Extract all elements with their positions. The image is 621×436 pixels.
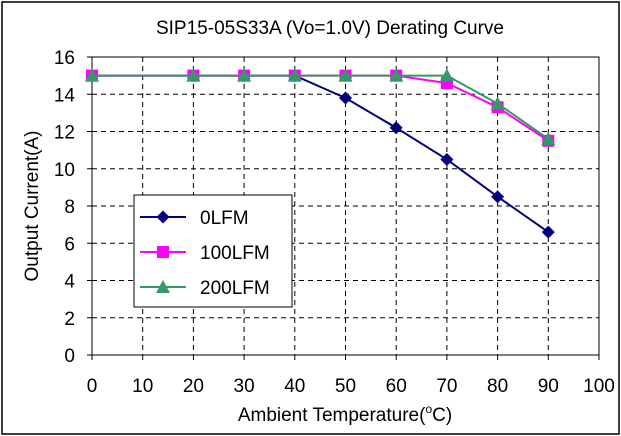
x-tick-label: 80 — [487, 376, 508, 397]
x-tick-label: 10 — [132, 376, 153, 397]
data-point — [541, 131, 556, 145]
data-point — [389, 121, 403, 135]
data-point — [85, 68, 99, 82]
y-tick-label: 4 — [64, 272, 75, 293]
legend: 0LFM 100LFM 200LFM — [133, 194, 293, 308]
data-point — [491, 190, 505, 204]
data-point — [186, 68, 201, 82]
x-axis-label-main: Ambient Temperature( — [238, 405, 426, 426]
y-tick-label: 16 — [54, 48, 75, 69]
y-tick-label: 0 — [64, 346, 75, 367]
legend-marker — [157, 246, 169, 258]
series-group — [85, 68, 556, 239]
x-axis-label-end: C) — [432, 405, 452, 426]
y-tick-label: 6 — [64, 234, 75, 255]
data-point — [439, 68, 454, 82]
y-tick-label: 12 — [54, 123, 75, 144]
x-tick-label: 50 — [335, 376, 356, 397]
legend-label: 0LFM — [200, 208, 249, 229]
chart-title: SIP15-05S33A (Vo=1.0V) Derating Curve — [156, 18, 504, 39]
data-point — [287, 68, 302, 82]
data-point — [389, 68, 404, 82]
legend-label: 100LFM — [200, 243, 270, 264]
data-point — [339, 91, 352, 105]
x-tick-label: 70 — [436, 376, 457, 397]
legend-marker — [156, 280, 170, 293]
legend-label: 200LFM — [200, 278, 270, 299]
x-tick-label: 0 — [87, 376, 98, 397]
y-axis-label: Output Current(A) — [22, 131, 43, 282]
y-tick-label: 14 — [54, 85, 76, 106]
x-tick-label: 30 — [234, 376, 255, 397]
y-tick-label: 10 — [54, 160, 75, 181]
legend-marker — [156, 210, 170, 224]
x-tick-label: 60 — [386, 376, 407, 397]
data-point — [490, 96, 505, 110]
data-point — [338, 68, 353, 82]
x-tick-label: 20 — [183, 376, 204, 397]
series-200LFM — [85, 68, 556, 145]
data-point — [440, 152, 454, 166]
x-axis-label-sup: o — [425, 402, 432, 416]
axis-ticks: 0 10 20 30 40 50 60 70 80 90 100 0 2 4 6 8 10 12 14 16 — [54, 48, 615, 397]
x-tick-label: 40 — [284, 376, 305, 397]
x-tick-label: 100 — [583, 376, 615, 397]
data-point — [541, 225, 555, 239]
x-tick-label: 90 — [538, 376, 559, 397]
y-tick-label: 8 — [64, 197, 75, 218]
y-tick-label: 2 — [64, 309, 75, 330]
data-point — [237, 68, 252, 82]
x-axis-label: Ambient Temperature(oC) — [238, 402, 452, 426]
